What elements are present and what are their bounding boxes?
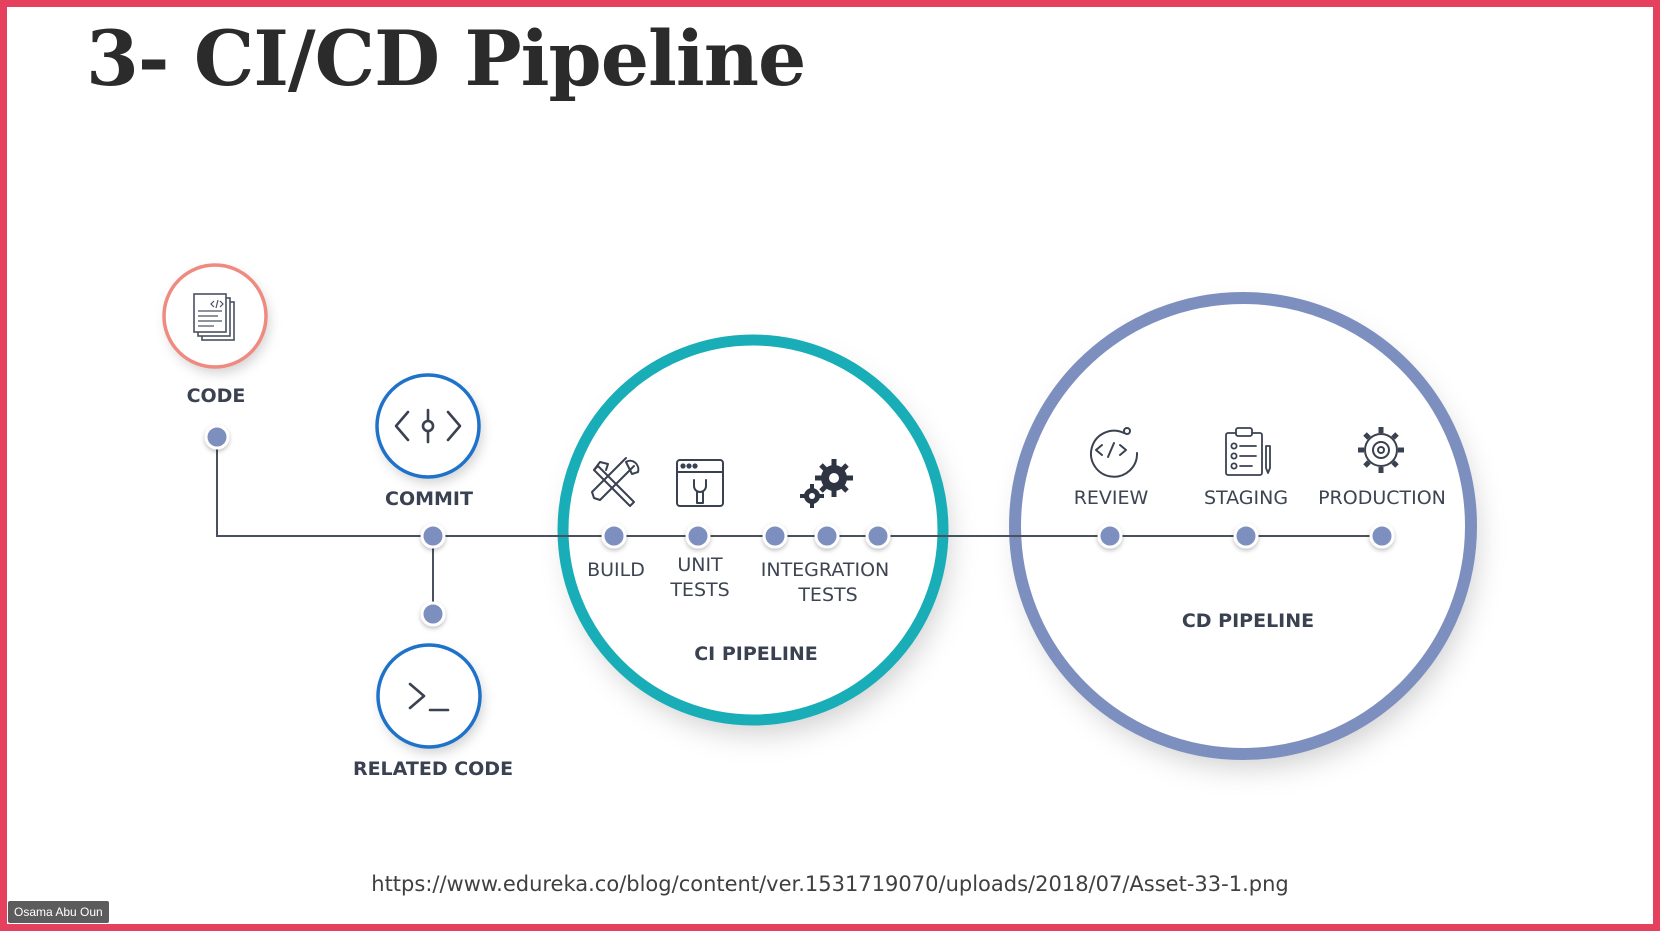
source-url: https://www.edureka.co/blog/content/ver.…: [371, 872, 1289, 896]
pipeline-dots: [204, 424, 1395, 627]
commit-label: COMMIT: [385, 488, 473, 510]
gears-icon: [800, 459, 853, 508]
related-code-dot: [420, 601, 446, 627]
unit-tests-dot: [685, 523, 711, 549]
build-dot: [601, 523, 627, 549]
tools-icon: [591, 457, 640, 507]
unit-tests-label-line1: UNIT: [677, 554, 723, 576]
gear-icon: [1358, 427, 1404, 473]
code-review-icon: [1090, 427, 1139, 478]
ci-pipeline-circle: [557, 334, 949, 726]
clipboard-checklist-icon: [1225, 427, 1271, 476]
terminal-icon: [408, 682, 450, 712]
production-dot: [1369, 523, 1395, 549]
unit-tests-label-line2: TESTS: [669, 579, 729, 601]
ci-pipeline-title: CI PIPELINE: [694, 643, 818, 665]
related-code-node: [376, 643, 482, 749]
staging-dot: [1233, 523, 1259, 549]
commit-node: [375, 373, 481, 479]
staging-label: STAGING: [1204, 487, 1288, 509]
integration-tests-label-line2: TESTS: [797, 584, 857, 606]
review-label: REVIEW: [1074, 487, 1149, 509]
slide-title: 3- CI/CD Pipeline: [86, 14, 806, 103]
integration-dot-1: [762, 523, 788, 549]
cd-pipeline-title: CD PIPELINE: [1182, 610, 1314, 632]
integration-dot-3: [865, 523, 891, 549]
pipeline-lines: [216, 437, 1382, 614]
code-dot: [204, 424, 230, 450]
code-node: [162, 263, 268, 369]
code-label: CODE: [187, 385, 246, 407]
build-label: BUILD: [587, 559, 645, 581]
review-dot: [1097, 523, 1123, 549]
commit-icon: [394, 408, 462, 444]
production-label: PRODUCTION: [1318, 487, 1446, 509]
participant-name-tag: Osama Abu Oun: [8, 901, 109, 923]
code-document-icon: [193, 293, 235, 341]
related-code-label: RELATED CODE: [353, 758, 513, 780]
integration-tests-label-line1: INTEGRATION: [761, 559, 889, 581]
browser-wrench-icon: [676, 459, 724, 507]
integration-dot-2: [814, 523, 840, 549]
commit-dot: [420, 523, 446, 549]
